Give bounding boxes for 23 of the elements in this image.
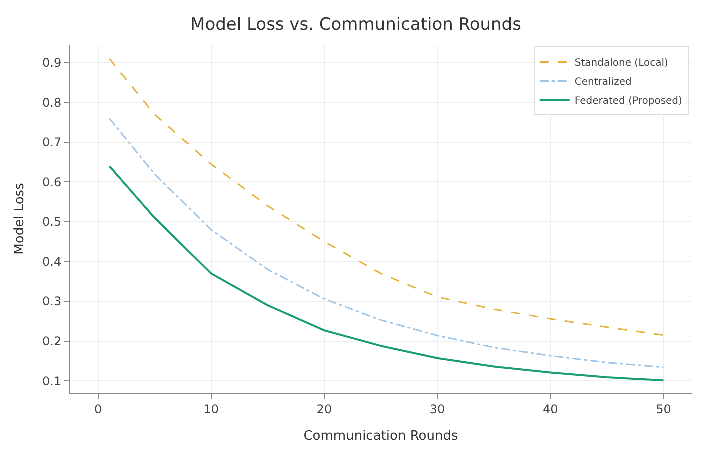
y-tick-label: 0.9 bbox=[42, 56, 62, 70]
y-tick-label: 0.1 bbox=[42, 374, 62, 388]
y-tick-label: 0.4 bbox=[42, 254, 62, 269]
y-axis-title: Model Loss bbox=[12, 182, 28, 255]
y-tick-label: 0.7 bbox=[42, 136, 62, 150]
x-axis-title: Communication Rounds bbox=[304, 429, 458, 444]
y-tick-label: 0.8 bbox=[42, 96, 62, 110]
x-tick-label: 10 bbox=[204, 402, 219, 416]
line-series bbox=[108, 165, 665, 382]
x-tick-label: 30 bbox=[430, 402, 446, 416]
x-tick-label: 0 bbox=[94, 402, 102, 416]
x-tick-label: 20 bbox=[316, 402, 332, 416]
legend-label: Federated (Proposed) bbox=[574, 96, 683, 108]
legend-label: Centralized bbox=[574, 77, 632, 88]
x-tick-label: 50 bbox=[656, 402, 672, 416]
y-tick-label: 0.2 bbox=[42, 334, 62, 348]
chart-title: Model Loss vs. Communication Rounds bbox=[190, 15, 522, 36]
y-tick-label: 0.5 bbox=[42, 215, 62, 230]
x-tick-label: 40 bbox=[543, 402, 558, 416]
legend-label: Standalone (Local) bbox=[574, 58, 668, 70]
y-tick-label: 0.6 bbox=[42, 175, 62, 190]
line-series bbox=[108, 118, 664, 368]
y-tick-label: 0.3 bbox=[42, 294, 62, 309]
